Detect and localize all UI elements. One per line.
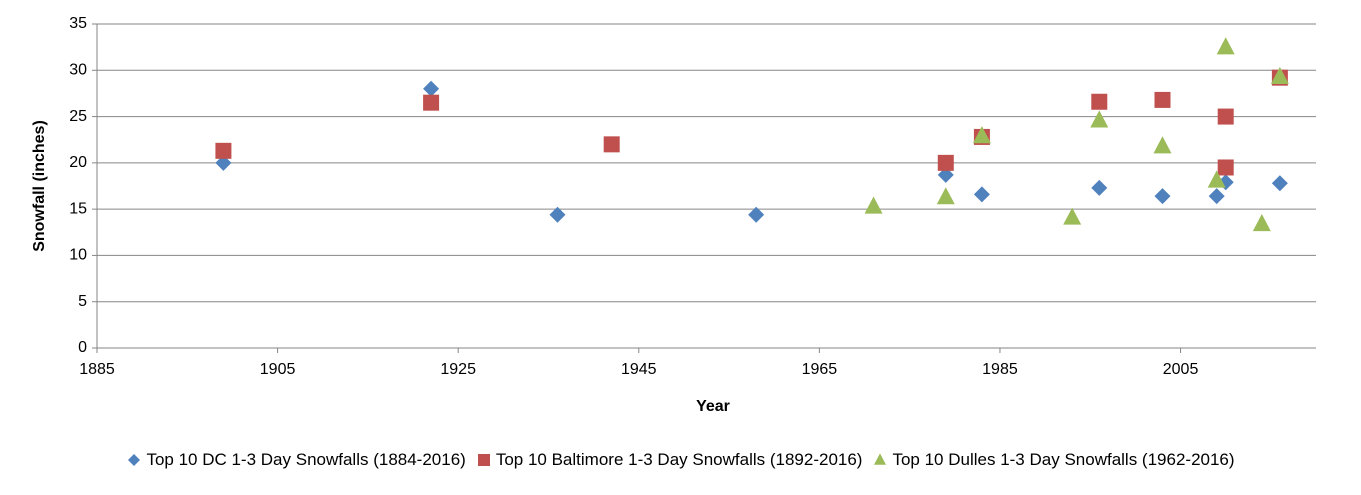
point	[423, 94, 440, 111]
point	[1216, 37, 1235, 55]
point	[1091, 179, 1108, 196]
legend-symbol	[874, 453, 887, 465]
legend-marker	[477, 454, 490, 466]
legend-label: Top 10 Dulles 1-3 Day Snowfalls (1962-20…	[892, 450, 1235, 469]
point	[973, 186, 990, 203]
x-tick-label: 1945	[621, 361, 657, 378]
y-tick-label: 20	[69, 154, 87, 171]
y-tick-label: 25	[69, 108, 87, 125]
x-tick-label: 1965	[802, 361, 838, 378]
point	[1217, 108, 1234, 125]
point	[603, 136, 620, 153]
point	[1063, 207, 1082, 225]
x-tick-label: 1905	[260, 361, 296, 378]
point	[937, 154, 954, 171]
point	[1217, 159, 1234, 176]
legend-item: Top 10 DC 1-3 Day Snowfalls (1884-2016)	[126, 450, 466, 470]
chart: Year Snowfall (inches) 0 5 10 15 20 25 30 35 188…	[31, 15, 1316, 415]
point	[972, 126, 991, 144]
x-tick-label: 1885	[79, 361, 115, 378]
legend-marker	[874, 453, 887, 465]
y-tick-label: 35	[69, 15, 87, 32]
legend: Top 10 DC 1-3 Day Snowfalls (1884-2016) T…	[0, 450, 1361, 470]
point	[937, 166, 954, 183]
point	[1271, 175, 1288, 192]
point	[936, 187, 955, 205]
point	[215, 154, 232, 171]
x-tick-label: 2005	[1163, 361, 1199, 378]
point	[1252, 214, 1271, 232]
point	[1154, 188, 1171, 205]
point	[1091, 93, 1108, 110]
point	[1090, 110, 1109, 128]
legend-symbol	[477, 454, 490, 466]
legend-item: Top 10 Dulles 1-3 Day Snowfalls (1962-20…	[872, 450, 1235, 470]
point	[215, 142, 232, 159]
point	[748, 206, 765, 223]
y-axis-title: Snowfall (inches)	[31, 120, 48, 252]
legend-marker	[128, 454, 141, 466]
x-tick-label: 1985	[982, 361, 1018, 378]
y-tick-label: 0	[78, 339, 87, 356]
point	[549, 206, 566, 223]
x-tick-label: 1925	[440, 361, 476, 378]
point	[1207, 170, 1226, 188]
x-axis-title: Year	[696, 398, 730, 415]
point	[864, 196, 883, 214]
y-tick-label: 15	[69, 200, 87, 217]
legend-label: Top 10 DC 1-3 Day Snowfalls (1884-2016)	[146, 450, 466, 469]
legend-item: Top 10 Baltimore 1-3 Day Snowfalls (1892…	[476, 450, 863, 470]
y-tick-label: 5	[78, 293, 87, 310]
point	[1208, 188, 1225, 205]
y-tick-label: 30	[69, 62, 87, 79]
legend-symbol	[128, 454, 141, 466]
legend-label: Top 10 Baltimore 1-3 Day Snowfalls (1892…	[495, 450, 863, 469]
point	[1153, 136, 1172, 154]
point	[1270, 66, 1289, 84]
point	[423, 80, 440, 97]
point	[1154, 91, 1171, 108]
y-tick-label: 10	[69, 247, 87, 264]
